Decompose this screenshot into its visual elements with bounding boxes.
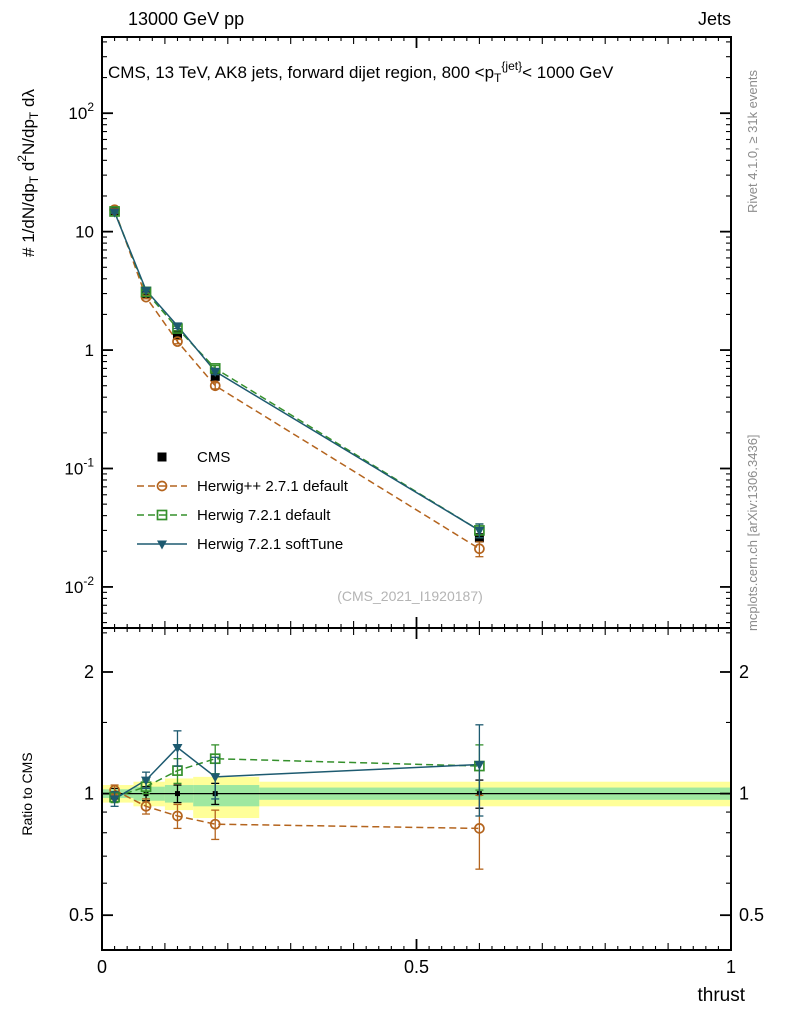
y-tick-label: 10-1: [64, 455, 94, 478]
marker-filled-triangle-down: [172, 322, 183, 332]
series-points-herwig-7-2-1-softtune: [109, 724, 485, 817]
legend-item-cms: CMS: [157, 449, 230, 466]
legend-item-herwig-2-7-1-default: Herwig++ 2.7.1 default: [137, 478, 349, 495]
ratio-y-axis-title: Ratio to CMS: [19, 752, 35, 835]
marker-filled-triangle-down: [109, 795, 120, 805]
legend: CMS Herwig++ 2.7.1 default Herwig 7.2.1 de…: [137, 449, 349, 553]
panel-main: [109, 204, 485, 558]
y-tick-label: 1: [85, 341, 94, 360]
marker-filled-triangle-down: [141, 776, 152, 786]
series-points-herwig-7-2-1-softtune: [109, 208, 485, 539]
marker-filled-triangle-down: [157, 540, 167, 550]
marker-filled-square: [174, 791, 180, 797]
marker-open-circle: [172, 336, 183, 347]
y-axis-title: # 1/dN/dpT d2N/dpT dλ: [15, 89, 41, 257]
legend-label: CMS: [197, 449, 230, 466]
x-tick-label: 0: [97, 957, 107, 977]
marker-filled-triangle-down: [474, 761, 485, 771]
ratio-y-tick-label-left: 0.5: [69, 905, 94, 925]
series-points-herwig-2-7-1-default: [109, 204, 485, 558]
legend-item-herwig-7-2-1-softtune: Herwig 7.2.1 softTune: [137, 536, 343, 553]
marker-filled-triangle-down: [172, 744, 183, 754]
y-tick-label: 10: [75, 223, 94, 242]
marker-filled-square: [172, 330, 182, 340]
marker-open-circle: [156, 480, 168, 492]
marker-open-circle: [209, 380, 221, 392]
marker-open-circle: [474, 543, 485, 555]
marker-open-circle: [172, 810, 183, 822]
mcplots-attribution-note: mcplots.cern.ch [arXiv:1306.3436]: [745, 434, 760, 631]
y-tick-label: 10-2: [64, 574, 94, 597]
x-tick-label: 1: [726, 957, 736, 977]
marker-open-square: [156, 509, 168, 521]
marker-filled-triangle-down: [109, 208, 120, 218]
marker-filled-triangle-down: [141, 286, 152, 296]
chart-root: 102 10 1 10-1 10-2 0 0.5 1 0.5 0.5 1 1 2 2 CMS Herwig++…: [15, 36, 764, 977]
legend-item-herwig-7-2-1-default: Herwig 7.2.1 default: [137, 507, 331, 524]
watermark: (CMS_2021_I1920187): [337, 588, 483, 604]
ratio-uncertainty-bands: [102, 776, 731, 819]
x-tick-label: 0.5: [404, 957, 429, 977]
marker-open-circle: [209, 818, 221, 830]
ratio-y-tick-label-right: 0.5: [739, 905, 764, 925]
legend-label: Herwig++ 2.7.1 default: [197, 478, 349, 495]
marker-open-circle: [474, 823, 485, 834]
ratio-y-tick-label-left: 1: [84, 784, 94, 804]
panel-ratio: [109, 724, 485, 870]
axis-ticks: [101, 37, 732, 950]
x-axis-title: thrust: [697, 985, 745, 1006]
plot-title: CMS, 13 TeV, AK8 jets, forward dijet reg…: [108, 59, 614, 85]
beam-energy-label: 13000 GeV pp: [128, 9, 244, 29]
marker-open-circle: [140, 800, 152, 812]
legend-label: Herwig 7.2.1 default: [197, 507, 331, 524]
ratio-y-tick-label-left: 2: [84, 662, 94, 682]
y-tick-label: 102: [68, 100, 94, 123]
marker-filled-square: [157, 452, 167, 462]
legend-label: Herwig 7.2.1 softTune: [197, 536, 343, 553]
uncertainty-band-green: [193, 785, 260, 807]
marker-filled-triangle-down: [210, 367, 221, 377]
marker-filled-triangle-down: [474, 526, 485, 536]
rivet-version-note: Rivet 4.1.0, ≥ 31k events: [745, 70, 760, 213]
ratio-y-tick-label-right: 1: [739, 784, 749, 804]
ratio-y-tick-label-right: 2: [739, 662, 749, 682]
analysis-group-label: Jets: [698, 9, 731, 29]
marker-filled-triangle-down: [210, 773, 221, 783]
